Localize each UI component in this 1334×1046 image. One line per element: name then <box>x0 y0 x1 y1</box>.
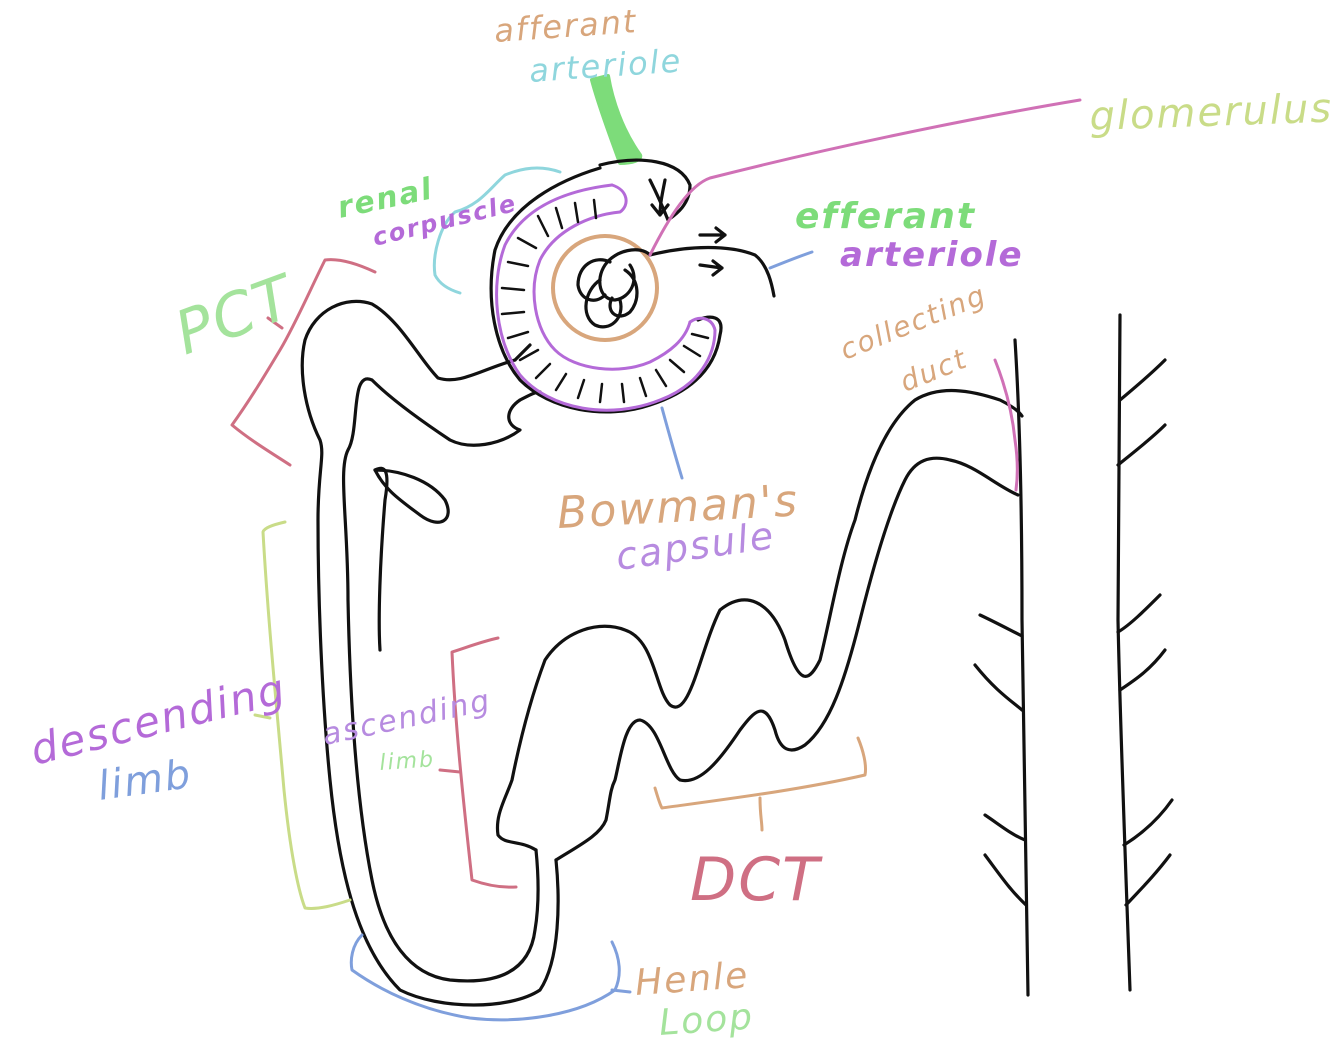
renal-corpuscle-drawing <box>489 74 776 414</box>
duct-branch-4 <box>983 853 1028 907</box>
label-loop: Loop <box>658 996 756 1041</box>
label-ascending-limb: limb <box>379 747 436 776</box>
pct-outline-inner <box>341 377 540 983</box>
bowmans-capsule-purple-outer <box>495 183 717 412</box>
collecting-duct-right-wall <box>1116 313 1132 992</box>
bowmans-capsule-leader <box>660 406 684 480</box>
collecting-duct-bracket <box>993 358 1019 492</box>
label-efferant-line1: efferant <box>795 196 976 237</box>
duct-branch-10 <box>1124 853 1172 907</box>
label-glomerulus: glomerulus <box>1089 86 1334 140</box>
capsule-outer-wall <box>598 158 692 222</box>
label-ascending: ascending <box>319 683 494 753</box>
duct-branch-2 <box>973 663 1024 712</box>
capsule-connector <box>513 343 532 362</box>
glomerulus-capillary-loops <box>576 248 652 329</box>
renal-corpuscle-leader <box>432 166 562 295</box>
glomerulus-leader <box>648 98 1082 257</box>
label-efferant-line2: arteriole <box>840 235 1024 275</box>
afferent-arteriole-stem <box>590 74 643 165</box>
efferent-flow-arrow-2 <box>698 226 727 244</box>
duct-branch-1 <box>978 613 1024 638</box>
label-descending-limb: limb <box>95 751 195 810</box>
label-henle: Henle <box>634 955 751 1004</box>
label-bowmans: Bowman's <box>556 475 800 539</box>
duct-branch-5 <box>1118 358 1167 402</box>
efferent-arteriole-line <box>648 245 776 298</box>
label-afferant-line1: afferant <box>493 2 639 50</box>
pct-inner-lobe <box>373 468 450 524</box>
descending-limb-bracket <box>253 520 352 910</box>
efferent-arteriole-leader <box>768 250 814 270</box>
efferent-flow-arrow-1 <box>650 178 670 217</box>
nephron-tubule <box>300 299 1024 1007</box>
collecting-duct <box>973 313 1174 997</box>
label-afferant-line2: arteriole <box>528 41 683 90</box>
ascending-limb-outline-2 <box>554 456 1020 862</box>
efferent-flow-arrow-3 <box>698 259 724 277</box>
capsule-hash-marks <box>500 198 710 404</box>
capsule-outer-wall-2 <box>489 166 723 414</box>
label-pct: PCT <box>166 261 306 369</box>
pct-bracket <box>230 258 377 467</box>
ascending-limb-outline <box>495 389 1024 852</box>
duct-branch-6 <box>1116 423 1167 467</box>
duct-branch-7 <box>1116 593 1162 634</box>
collecting-duct-left-wall <box>1013 338 1030 997</box>
dct-bracket <box>653 736 867 832</box>
glomerulus-boundary <box>551 234 659 342</box>
annotation-leaders <box>230 98 1082 1022</box>
ascending-limb-bracket <box>438 636 518 889</box>
duct-branch-3 <box>983 813 1027 842</box>
henle-loop-bracket <box>349 933 632 1022</box>
bowmans-capsule-purple-inner <box>532 183 692 371</box>
label-collecting: collecting <box>835 278 991 367</box>
descending-limb-inner <box>373 466 389 652</box>
duct-branch-9 <box>1122 798 1174 847</box>
labels: afferant arteriole glomerulus renal corp… <box>26 2 1334 1044</box>
label-dct: DCT <box>690 845 823 915</box>
pct-outline-outer <box>300 299 560 1007</box>
duct-branch-8 <box>1118 648 1167 692</box>
